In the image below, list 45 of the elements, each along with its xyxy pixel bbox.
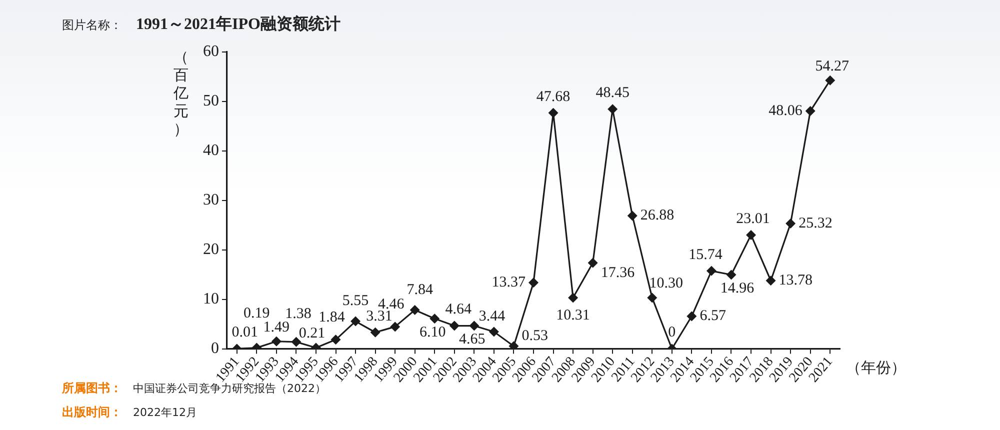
data-label: 1.84 <box>318 310 346 326</box>
data-label: 0.19 <box>244 306 270 322</box>
data-label: 48.45 <box>596 85 630 102</box>
y-tick-label: 0 <box>211 340 219 357</box>
y-tick-label: 30 <box>203 192 219 209</box>
y-tick-label: 60 <box>203 43 219 60</box>
data-label: 6.57 <box>700 308 726 324</box>
data-label: 10.30 <box>649 276 684 292</box>
y-tick-label: 10 <box>203 290 219 308</box>
data-label: 17.36 <box>600 264 636 281</box>
data-label: 0.21 <box>298 326 326 342</box>
x-axis-title: （年份） <box>846 358 906 377</box>
data-label: 10.31 <box>556 308 590 324</box>
data-label: 1.38 <box>285 306 312 322</box>
data-label: 15.74 <box>688 246 723 263</box>
data-label: 3.31 <box>366 308 392 324</box>
text: 中国证券公司竞争力研究报告（2022） <box>133 382 326 396</box>
data-label: 26.88 <box>640 208 674 224</box>
text: 图片名称： <box>62 18 122 32</box>
data-label: 4.65 <box>459 332 486 348</box>
data-label: 5.55 <box>342 293 369 310</box>
data-label: 0 <box>668 324 676 341</box>
text: 2022年12月 <box>133 405 197 420</box>
y-tick-label: 20 <box>203 241 219 258</box>
text: 所属图书： <box>62 380 122 397</box>
text: 出版时间： <box>62 404 122 421</box>
y-axis-title: （百亿元） <box>172 48 188 138</box>
data-label: 54.27 <box>815 58 850 74</box>
data-label: 7.84 <box>406 282 434 298</box>
data-label: 25.32 <box>798 215 832 232</box>
data-label: 14.96 <box>720 280 755 297</box>
data-label: 48.06 <box>768 102 803 119</box>
data-label: 13.37 <box>492 274 526 291</box>
data-label: 0.01 <box>232 324 258 341</box>
data-label: 3.44 <box>478 308 506 325</box>
data-label: 1.49 <box>263 319 290 336</box>
data-label: 4.64 <box>445 302 472 318</box>
data-label: 0.53 <box>522 328 548 344</box>
y-tick-label: 40 <box>203 142 219 160</box>
data-label: 13.78 <box>778 272 813 289</box>
chart-title: 1991～2021年IPO融资额统计 <box>136 16 340 33</box>
data-label: 23.01 <box>736 210 770 227</box>
data-label: 47.68 <box>536 88 570 105</box>
data-label: 6.10 <box>420 324 446 341</box>
y-tick-label: 50 <box>203 92 219 110</box>
